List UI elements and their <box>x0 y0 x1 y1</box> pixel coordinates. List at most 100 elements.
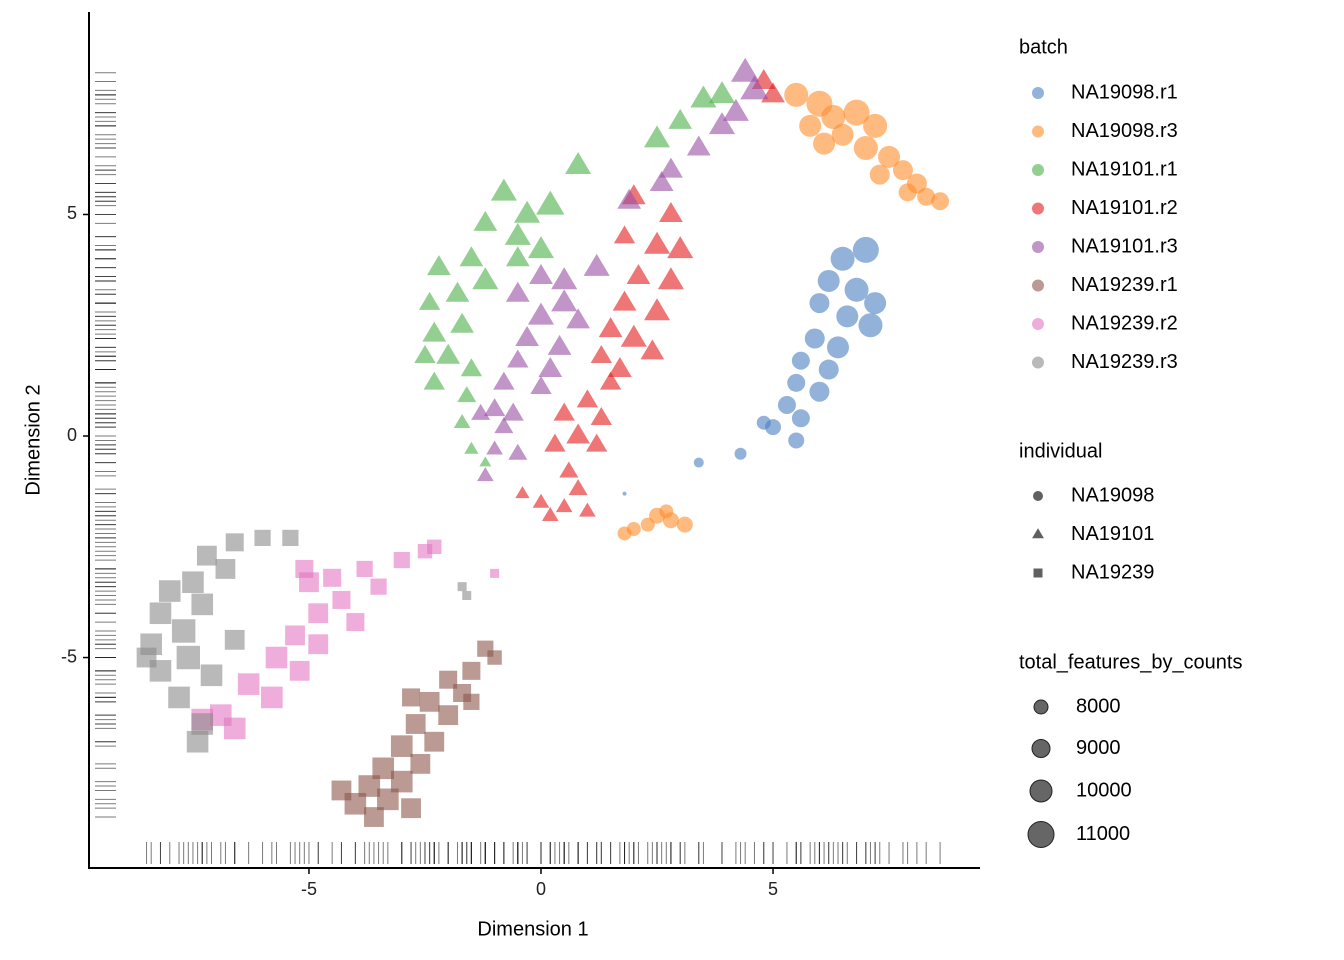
point <box>527 236 555 259</box>
point <box>612 290 637 311</box>
point <box>390 735 413 757</box>
legend-label: NA19101 <box>1071 523 1154 545</box>
point <box>445 281 470 302</box>
point <box>863 113 888 138</box>
point <box>566 308 590 329</box>
size-legend-circle <box>1027 821 1055 848</box>
shape-legend-title: individual <box>1019 440 1102 462</box>
point <box>686 135 711 156</box>
point <box>393 551 410 569</box>
point <box>295 559 314 578</box>
point <box>809 381 830 402</box>
point <box>892 160 913 181</box>
point <box>364 807 384 827</box>
point <box>436 343 461 364</box>
point <box>844 277 869 302</box>
size-legend-label: 8000 <box>1076 695 1121 717</box>
point <box>640 339 665 360</box>
point <box>620 324 647 347</box>
point <box>453 413 471 428</box>
point <box>590 345 613 364</box>
point <box>505 246 530 267</box>
point <box>551 267 578 290</box>
point <box>493 371 515 390</box>
point <box>507 349 529 368</box>
point <box>191 713 214 735</box>
point <box>332 590 351 609</box>
point <box>555 498 573 513</box>
legend-label: NA19239.r2 <box>1071 312 1178 334</box>
point <box>450 312 474 333</box>
point <box>459 246 484 267</box>
point <box>931 192 950 211</box>
point <box>370 578 387 595</box>
point <box>804 328 825 349</box>
point <box>237 673 260 695</box>
legend-swatch <box>1032 241 1044 253</box>
point <box>843 99 870 126</box>
point <box>917 187 936 206</box>
y-tick-label: -5 <box>61 646 77 666</box>
point <box>579 502 596 517</box>
point <box>590 407 613 426</box>
size-legend-circle <box>1033 699 1049 715</box>
legend-label: NA19239 <box>1071 561 1154 583</box>
point <box>514 200 541 223</box>
point <box>788 432 805 449</box>
point <box>472 267 499 290</box>
point <box>530 376 552 395</box>
point <box>649 170 674 191</box>
point <box>541 507 559 522</box>
point <box>659 157 683 178</box>
point <box>410 753 431 774</box>
point <box>215 559 236 579</box>
legend-label: NA19098.r3 <box>1071 120 1178 142</box>
size-legend-circle <box>1031 739 1051 758</box>
point <box>657 267 684 290</box>
point <box>182 571 204 594</box>
point <box>377 788 399 811</box>
point <box>490 178 517 201</box>
point <box>508 443 528 460</box>
point <box>690 85 717 108</box>
point <box>419 691 440 712</box>
point <box>439 670 458 689</box>
point <box>756 415 771 430</box>
point <box>254 529 271 547</box>
x-tick-label: 0 <box>536 879 546 899</box>
point <box>536 190 565 215</box>
size-legend-label: 10000 <box>1076 779 1132 801</box>
point <box>402 688 421 707</box>
point <box>285 625 305 646</box>
point <box>668 108 693 129</box>
point <box>852 236 879 263</box>
point <box>583 253 610 276</box>
point <box>261 686 283 709</box>
point <box>565 151 592 174</box>
point <box>818 359 839 380</box>
point <box>617 188 642 209</box>
point <box>740 75 769 100</box>
legend-shape <box>1032 528 1044 539</box>
point <box>504 222 531 245</box>
point <box>817 269 840 292</box>
legend-label: NA19098 <box>1071 484 1154 506</box>
point <box>858 313 883 338</box>
point <box>598 317 623 338</box>
point <box>831 123 854 146</box>
point <box>427 255 451 276</box>
point <box>643 231 671 254</box>
point <box>529 264 553 285</box>
legend-shape <box>1033 568 1043 578</box>
point <box>553 402 575 421</box>
point <box>617 526 632 541</box>
point <box>566 423 590 444</box>
point <box>346 613 365 632</box>
point <box>223 717 246 740</box>
point <box>608 357 632 378</box>
point <box>722 98 749 121</box>
point <box>372 757 395 780</box>
point <box>544 433 566 452</box>
size-legend-circle <box>1029 779 1053 803</box>
